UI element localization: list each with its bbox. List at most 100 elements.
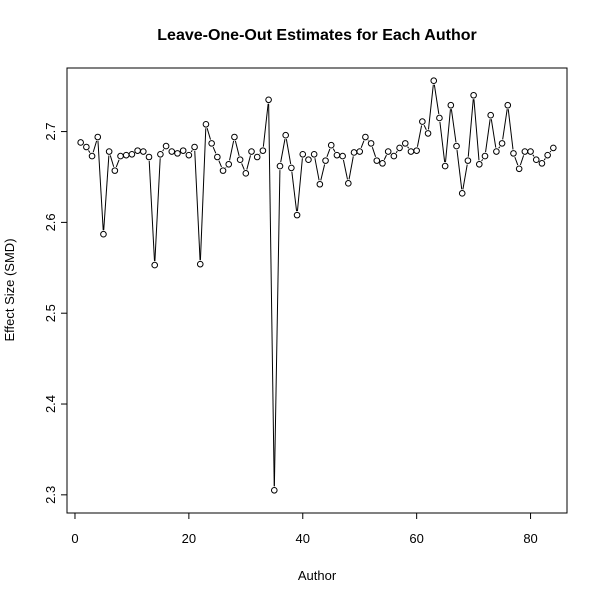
series-line-segment	[490, 119, 497, 148]
data-point	[162, 142, 170, 150]
series-line-segment	[462, 164, 468, 190]
data-point	[117, 152, 124, 160]
data-point	[390, 152, 398, 160]
data-point	[105, 148, 113, 155]
data-point	[413, 147, 420, 154]
series-line-segment	[519, 155, 525, 166]
data-point	[384, 148, 392, 155]
data-point	[327, 141, 335, 149]
data-point	[282, 131, 289, 139]
data-point	[174, 150, 181, 157]
data-point	[339, 152, 346, 160]
series-line-segment	[162, 149, 165, 152]
series-line-segment	[433, 84, 440, 115]
data-point	[276, 162, 284, 170]
y-axis-label: Effect Size (SMD)	[2, 238, 17, 341]
data-point	[407, 148, 415, 155]
series-line-segment	[154, 158, 161, 262]
series-line-segment	[360, 140, 365, 149]
series-line-segment	[498, 146, 501, 149]
data-point	[532, 156, 540, 164]
series-line-segment	[320, 164, 326, 181]
data-point	[367, 140, 375, 147]
data-point	[396, 144, 403, 152]
data-point	[122, 151, 130, 159]
data-point	[544, 151, 551, 159]
data-point	[168, 148, 176, 155]
series-line-segment	[427, 84, 434, 130]
data-point	[208, 140, 215, 147]
data-point	[453, 142, 460, 150]
data-point	[88, 152, 96, 160]
series-line-segment	[296, 158, 303, 212]
data-point	[447, 101, 455, 109]
data-point	[288, 164, 295, 172]
data-point	[259, 147, 267, 154]
data-point	[202, 121, 210, 128]
series-line-segment	[416, 125, 423, 147]
data-point	[305, 156, 312, 164]
series-line-segment	[206, 127, 211, 140]
series-line-segment	[543, 158, 546, 161]
data-point	[470, 91, 477, 99]
series-line-segment	[383, 154, 387, 160]
series-line-segment	[326, 148, 331, 158]
y-tick-label: 2.5	[43, 304, 58, 322]
series-line-segment	[103, 155, 110, 231]
series-line-segment	[241, 163, 245, 170]
data-point	[270, 486, 278, 494]
x-tick-label: 80	[523, 531, 537, 546]
x-axis-label: Author	[298, 568, 337, 583]
data-point	[356, 148, 364, 155]
series-line-segment	[456, 150, 463, 190]
data-point	[322, 157, 329, 164]
data-point	[333, 151, 341, 159]
series-line-segment	[199, 128, 207, 261]
data-point	[253, 153, 261, 161]
data-point	[134, 147, 141, 154]
data-point	[401, 140, 409, 147]
series-line-segment	[285, 139, 292, 165]
series-line-segment	[467, 99, 474, 157]
data-point	[299, 150, 307, 158]
series-line-segment	[273, 170, 281, 487]
series-line-segment	[314, 158, 320, 181]
data-point	[310, 150, 318, 158]
plot-frame	[66, 67, 568, 514]
series-line-segment	[423, 124, 427, 131]
series-line-segment	[549, 150, 552, 153]
x-axis: 0 20 40 60 80	[71, 512, 538, 546]
data-point	[185, 151, 193, 159]
data-point	[379, 160, 386, 167]
series-line-segment	[473, 99, 480, 161]
data-point	[140, 148, 147, 155]
data-point	[493, 148, 500, 155]
data-point	[521, 148, 529, 155]
series-line-segment	[481, 159, 484, 162]
data-point	[100, 230, 107, 238]
data-point	[77, 139, 84, 146]
data-point	[236, 156, 244, 164]
data-point	[510, 150, 517, 157]
series-line-segment	[514, 156, 519, 166]
y-tick-label: 2.4	[43, 395, 58, 413]
series-line-segment	[115, 159, 120, 168]
series-line-segment	[246, 155, 251, 170]
data-point	[424, 130, 432, 137]
series-line-segment	[502, 109, 508, 140]
x-tick-label: 0	[71, 531, 78, 546]
data-point	[316, 180, 324, 188]
data-point	[345, 180, 352, 187]
series-line-segment	[395, 150, 398, 154]
data-point	[231, 133, 238, 141]
data-point	[179, 147, 187, 154]
series-line-segment	[88, 150, 91, 153]
data-point	[550, 144, 557, 152]
series-line-segment	[229, 140, 235, 161]
series-line-segment	[212, 146, 217, 154]
data-point	[527, 148, 534, 155]
y-tick-label: 2.3	[43, 486, 58, 504]
data-point	[248, 148, 255, 155]
series-line-segment	[234, 140, 240, 156]
data-point	[481, 152, 489, 160]
